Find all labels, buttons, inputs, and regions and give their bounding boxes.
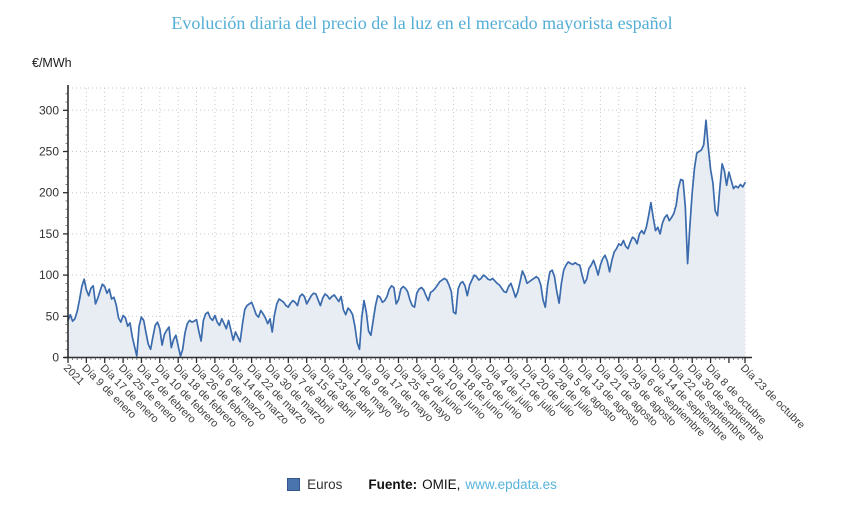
svg-text:50: 50 [46,309,60,323]
legend-swatch-euros [287,478,301,491]
svg-text:250: 250 [39,145,59,159]
source-name: OMIE, [422,477,461,492]
source-link[interactable]: www.epdata.es [465,477,557,492]
chart-title: Evolución diaria del precio de la luz en… [171,13,673,33]
svg-text:2021: 2021 [61,362,86,387]
legend-and-source-row: Euros Fuente: OMIE, www.epdata.es [0,477,844,492]
svg-text:150: 150 [39,227,59,241]
svg-text:200: 200 [39,186,59,200]
svg-text:100: 100 [39,268,59,282]
legend-item-euros[interactable]: Euros [287,477,342,492]
legend-label-euros: Euros [307,477,343,492]
source-label: Fuente: [368,477,418,492]
svg-text:300: 300 [39,103,59,117]
y-axis-unit-label: €/MWh [32,56,72,70]
svg-text:0: 0 [52,351,59,365]
